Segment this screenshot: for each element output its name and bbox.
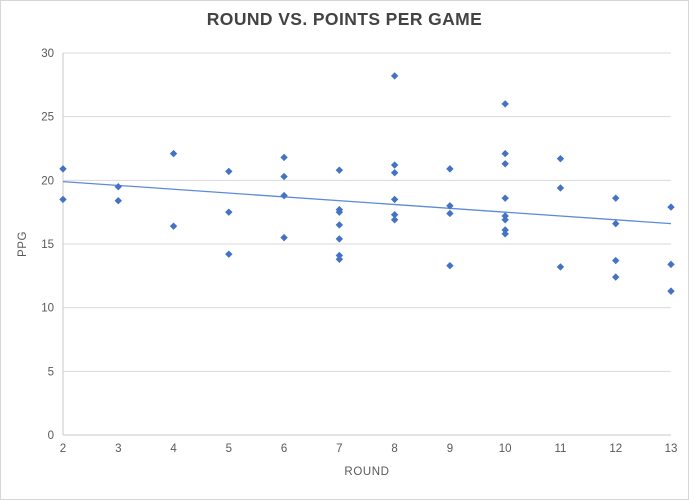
data-point (501, 212, 509, 220)
data-point (335, 235, 344, 243)
data-point (612, 219, 620, 228)
data-point (446, 202, 454, 210)
data-point (667, 260, 675, 269)
data-point (667, 287, 675, 295)
data-point (667, 203, 675, 211)
data-point (556, 184, 565, 192)
data-point (225, 167, 233, 176)
data-point (335, 166, 344, 174)
data-point (501, 194, 509, 202)
data-point (280, 233, 288, 242)
x-tick-label: 10 (499, 443, 512, 455)
x-tick-label: 4 (170, 443, 177, 455)
data-point (501, 230, 509, 238)
x-tick-label: 5 (226, 443, 232, 455)
data-point (501, 216, 509, 224)
data-point (280, 172, 288, 181)
data-point (335, 251, 344, 260)
data-point (390, 216, 399, 224)
data-point (225, 208, 233, 216)
data-point (390, 211, 399, 219)
data-point (390, 72, 399, 80)
data-point (612, 256, 620, 265)
data-point (501, 160, 509, 168)
data-point (169, 222, 178, 230)
data-point (280, 191, 288, 200)
data-point (169, 149, 178, 158)
data-point (556, 263, 565, 271)
data-point (335, 255, 344, 263)
data-point (280, 153, 288, 162)
data-point (114, 183, 122, 191)
x-tick-label: 11 (554, 443, 566, 455)
chart-title: ROUND VS. POINTS PER GAME (206, 9, 483, 29)
x-tick-label: 8 (391, 443, 397, 455)
x-tick-label: 3 (115, 443, 121, 455)
y-tick-label: 20 (41, 175, 54, 187)
data-point (390, 161, 399, 169)
data-point (446, 261, 454, 270)
data-point (501, 149, 509, 158)
data-point (446, 165, 454, 173)
data-point (390, 168, 399, 177)
y-tick-label: 30 (41, 48, 54, 60)
data-point (390, 195, 399, 204)
data-point (612, 194, 620, 202)
x-axis-title: ROUND (344, 466, 390, 478)
x-tick-label: 7 (336, 443, 342, 455)
y-tick-label: 0 (48, 430, 54, 442)
data-point (335, 221, 344, 229)
data-point (59, 165, 67, 173)
y-tick-label: 5 (48, 366, 54, 378)
data-point (501, 226, 509, 234)
y-tick-label: 10 (41, 303, 54, 315)
x-tick-label: 6 (281, 443, 287, 455)
data-point (446, 209, 454, 218)
data-point (225, 250, 233, 258)
x-tick-label: 9 (447, 443, 453, 455)
data-point (114, 197, 122, 205)
y-tick-label: 25 (41, 112, 54, 124)
data-point (612, 273, 620, 281)
x-tick-label: 13 (665, 443, 678, 455)
x-tick-label: 12 (609, 443, 622, 455)
trendline (62, 180, 672, 225)
data-point (556, 154, 565, 163)
y-tick-label: 15 (41, 239, 54, 251)
data-point (59, 195, 67, 204)
data-point (335, 208, 344, 216)
x-tick-label: 2 (60, 443, 66, 455)
data-point (501, 100, 509, 108)
